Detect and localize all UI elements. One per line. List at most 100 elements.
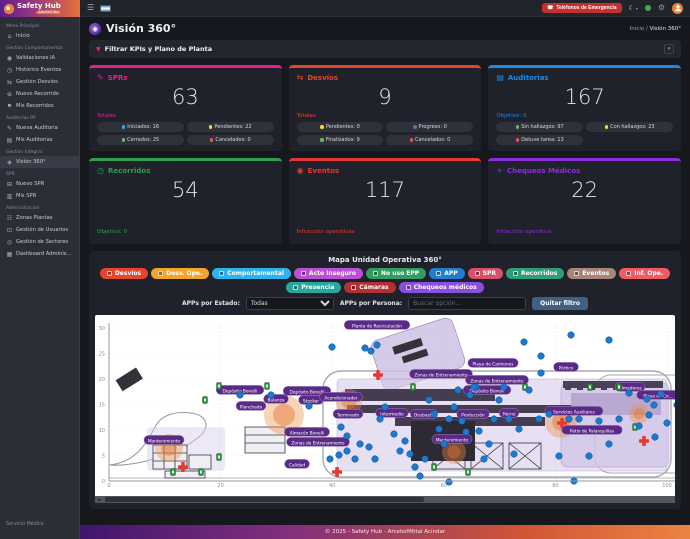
medical-cross-icon[interactable] — [560, 418, 564, 428]
map-filter-pill-spr[interactable]: SPR — [467, 268, 503, 279]
zone-label-pill-produccion[interactable] — [456, 409, 490, 419]
medical-cross-icon[interactable] — [642, 436, 646, 446]
app-location-dot[interactable] — [416, 472, 424, 480]
sidebar-item-gestion-de-sectores[interactable]: ◎ Gestión de Sectores — [0, 236, 79, 248]
app-location-dot[interactable] — [445, 478, 453, 486]
app-location-dot[interactable] — [663, 419, 671, 427]
app-location-dot[interactable] — [267, 391, 275, 399]
scroll-arrows-icon[interactable]: ◂◂ — [97, 496, 101, 503]
app-location-dot[interactable] — [421, 455, 429, 463]
map-filter-pill-app[interactable]: ✓ APP — [429, 268, 465, 279]
app-location-dot[interactable] — [537, 369, 545, 377]
app-location-dot[interactable] — [351, 455, 359, 463]
zone-label-pill-desbaste[interactable] — [410, 409, 438, 419]
emergency-phones-button[interactable]: ☎ Teléfonos de Emergencia — [542, 3, 622, 13]
app-location-dot[interactable] — [475, 427, 483, 435]
app-location-dot[interactable] — [490, 415, 498, 423]
theme-toggle[interactable]: ☾ ▾ — [628, 4, 638, 12]
map-filter-pill-desv-ope[interactable]: Desv. Ope. — [151, 268, 210, 279]
app-location-dot[interactable] — [515, 425, 523, 433]
app-location-dot[interactable] — [236, 391, 244, 399]
zone-label-pill-zonas-de-entrenamiento[interactable] — [465, 375, 529, 385]
clear-filter-button[interactable]: Quitar filtro — [532, 297, 589, 310]
app-location-dot[interactable] — [361, 344, 369, 352]
app-location-dot[interactable] — [337, 423, 345, 431]
app-location-dot[interactable] — [371, 455, 379, 463]
apps-persona-input[interactable] — [408, 297, 527, 310]
app-location-dot[interactable] — [435, 425, 443, 433]
app-location-dot[interactable] — [376, 415, 384, 423]
map-filter-pill-recorridos[interactable]: Recorridos — [505, 268, 565, 279]
checkbox-icon[interactable]: ✓ — [436, 271, 442, 277]
map-filter-pill-comportamental[interactable]: Comportamental — [212, 268, 291, 279]
app-location-dot[interactable] — [520, 338, 528, 346]
zone-label-pill-mantenimiento[interactable] — [143, 435, 185, 445]
app-location-dot[interactable] — [390, 430, 398, 438]
app-location-dot[interactable] — [326, 455, 334, 463]
map-filter-pill-camaras[interactable]: Cámaras — [344, 282, 396, 293]
app-location-dot[interactable] — [643, 395, 651, 403]
app-location-dot[interactable] — [555, 452, 563, 460]
app-location-dot[interactable] — [485, 440, 493, 448]
sidebar-item-gestion-de-usuarios[interactable]: ⊡ Gestión de Usuarios — [0, 224, 79, 236]
zone-label-pill-calidad[interactable] — [284, 459, 310, 469]
checkbox-icon[interactable] — [626, 271, 632, 276]
map-filter-pill-desvios[interactable]: ✓ Desvíos — [99, 268, 149, 279]
sidebar-item-historico-eventos[interactable]: ◷ Histórico Eventos — [0, 64, 79, 76]
zone-label-pill-planchada[interactable] — [235, 401, 267, 411]
map-filter-pill-eventos[interactable]: Eventos — [567, 268, 617, 279]
app-location-dot[interactable] — [367, 347, 375, 355]
app-location-dot[interactable] — [396, 447, 404, 455]
app-location-dot[interactable] — [495, 396, 503, 404]
app-location-dot[interactable] — [651, 433, 659, 441]
app-location-dot[interactable] — [454, 386, 462, 394]
app-location-dot[interactable] — [462, 428, 470, 436]
sidebar-item-mis-recorridos[interactable]: ⚑ Mis Recorridos — [0, 100, 79, 112]
collapse-panel-button[interactable]: ▾ — [664, 44, 674, 54]
status-green-icon[interactable] — [644, 5, 651, 11]
sidebar-item-zonas-plantas[interactable]: ☷ Zonas Plantas — [0, 212, 79, 224]
zone-label-pill-planta-de-recirculacion[interactable] — [343, 320, 411, 330]
app-location-dot[interactable] — [525, 386, 533, 394]
sidebar-item-dashboard-administ[interactable]: ▦ Dashboard Administ... — [0, 248, 79, 260]
user-avatar[interactable] — [672, 2, 683, 14]
app-location-dot[interactable] — [657, 390, 665, 398]
brand-logo[interactable]: Safety Hub ARGENTINA — [0, 0, 80, 17]
app-location-dot[interactable] — [373, 341, 381, 349]
zone-label-pill-acondicionador[interactable] — [319, 392, 363, 402]
zone-label-pill-playa-de-camiones[interactable] — [467, 358, 519, 368]
app-location-dot[interactable] — [575, 415, 583, 423]
medical-cross-icon[interactable] — [376, 370, 380, 380]
app-location-dot[interactable] — [411, 463, 419, 471]
app-location-dot[interactable] — [458, 417, 466, 425]
checkbox-icon[interactable] — [574, 271, 580, 276]
map-horizontal-scrollbar[interactable]: ◂◂ — [95, 496, 675, 503]
app-location-dot[interactable] — [500, 383, 508, 391]
sidebar-item-inicio[interactable]: ⌂ Inicio — [0, 30, 79, 42]
app-location-dot[interactable] — [440, 440, 448, 448]
sidebar-item-nuevo-recorrido[interactable]: ⊕ Nuevo Recorrido — [0, 88, 79, 100]
filter-panel-header[interactable]: ▼ Filtrar KPIs y Plano de Planta ▾ — [89, 40, 681, 58]
app-location-dot[interactable] — [505, 415, 513, 423]
map-filter-pill-no-uso-epp[interactable]: No uso EPP — [366, 268, 427, 279]
app-location-dot[interactable] — [535, 415, 543, 423]
map-filter-pill-acto-inseguro[interactable]: Acto Inseguro — [293, 268, 363, 279]
app-location-dot[interactable] — [635, 422, 643, 430]
app-location-dot[interactable] — [466, 391, 474, 399]
zone-label-pill-terminado[interactable] — [332, 409, 364, 419]
app-location-dot[interactable] — [335, 451, 343, 459]
zone-label-pill-zonas-de-entrenamiento[interactable] — [286, 437, 350, 447]
app-location-dot[interactable] — [615, 415, 623, 423]
map-filter-pill-inf-ope[interactable]: Inf. Ope. — [619, 268, 671, 279]
app-location-dot[interactable] — [480, 455, 488, 463]
app-location-dot[interactable] — [605, 336, 613, 344]
checkbox-icon[interactable] — [300, 271, 306, 276]
checkbox-icon[interactable] — [351, 285, 357, 290]
app-location-dot[interactable] — [470, 383, 478, 391]
zone-label-pill-patio-de-palanquillas[interactable] — [561, 425, 623, 435]
app-location-dot[interactable] — [567, 331, 575, 339]
app-location-dot[interactable] — [343, 447, 351, 455]
app-location-dot[interactable] — [381, 403, 389, 411]
app-location-dot[interactable] — [343, 432, 351, 440]
checkbox-icon[interactable]: ✓ — [106, 271, 112, 277]
